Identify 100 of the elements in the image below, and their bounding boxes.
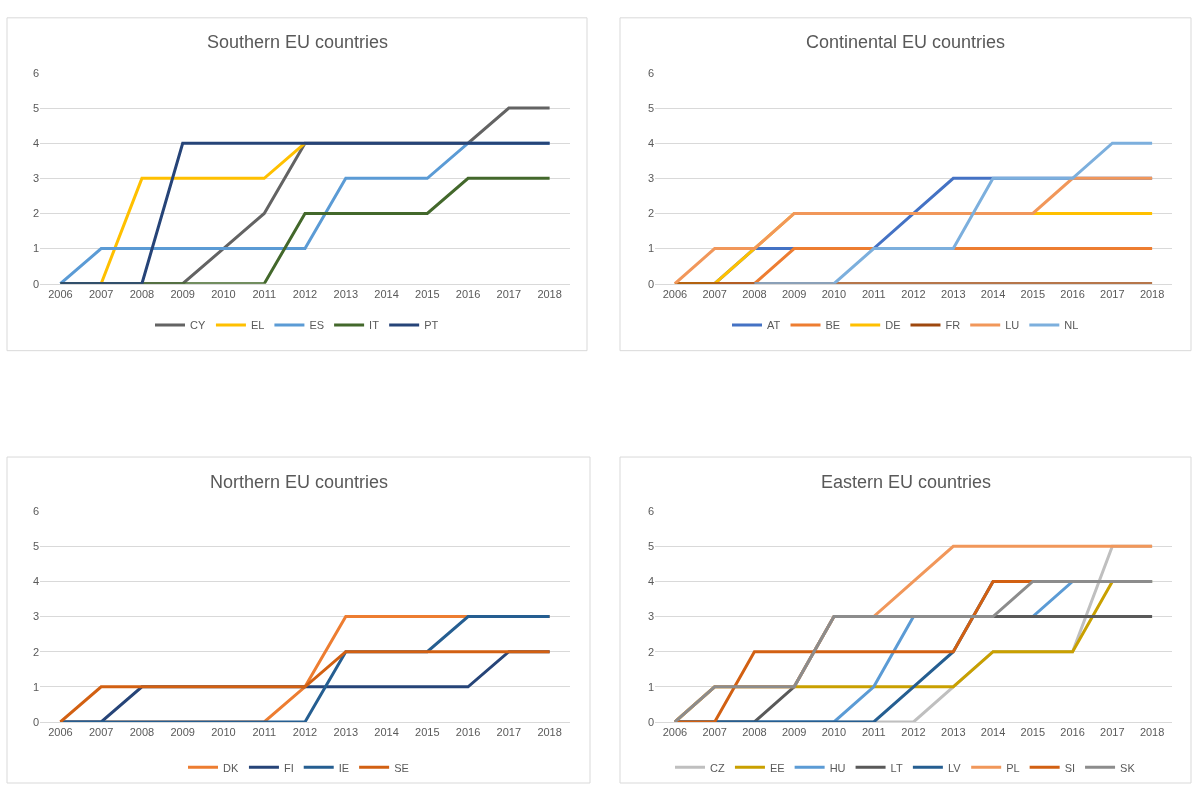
- chart-title: Northern EU countries: [210, 472, 389, 492]
- x-tick-label: 2007: [702, 287, 727, 300]
- legend-label: EE: [769, 761, 785, 774]
- x-tick-label: 2018: [537, 726, 562, 739]
- x-tick-label: 2011: [252, 287, 277, 300]
- legend-label: PL: [1006, 761, 1020, 774]
- x-tick-label: 2007: [88, 287, 114, 300]
- x-tick-label: 2013: [941, 726, 966, 739]
- legend-label: LU: [1005, 319, 1020, 332]
- x-tick-label: 2012: [292, 726, 318, 739]
- y-tick-label: 4: [32, 137, 39, 150]
- x-tick-label: 2006: [48, 287, 73, 300]
- legend-label: LT: [890, 761, 903, 774]
- x-tick-label: 2013: [333, 726, 359, 739]
- x-tick-label: 2009: [170, 726, 195, 739]
- x-tick-label: 2010: [211, 287, 236, 300]
- y-tick-label: 0: [32, 277, 39, 290]
- x-tick-label: 2008: [129, 726, 155, 739]
- x-tick-label: 2012: [292, 287, 318, 300]
- y-tick-label: 2: [32, 207, 39, 220]
- x-tick-label: 2009: [781, 726, 807, 739]
- y-tick-label: 2: [647, 207, 654, 220]
- legend-label: IT: [369, 319, 380, 332]
- y-tick-label: 5: [32, 101, 39, 114]
- y-tick-label: 3: [32, 172, 39, 185]
- y-tick-label: 2: [32, 645, 39, 658]
- y-tick-label: 6: [32, 505, 39, 518]
- x-tick-label: 2011: [861, 287, 886, 300]
- x-tick-label: 2017: [1100, 726, 1125, 739]
- x-tick-label: 2010: [821, 287, 847, 300]
- y-tick-label: 5: [647, 540, 654, 553]
- x-tick-label: 2012: [901, 726, 926, 739]
- x-tick-label: 2013: [333, 287, 359, 300]
- y-tick-label: 6: [647, 505, 654, 518]
- chart-title: Eastern EU countries: [821, 472, 992, 492]
- x-tick-label: 2015: [1020, 287, 1046, 300]
- x-tick-label: 2014: [980, 287, 1006, 300]
- y-tick-label: 1: [32, 680, 39, 693]
- y-tick-label: 0: [32, 715, 39, 728]
- y-tick-label: 0: [647, 277, 654, 290]
- x-tick-label: 2010: [821, 726, 847, 739]
- x-tick-label: 2015: [415, 726, 440, 739]
- legend-label: FI: [283, 761, 294, 774]
- x-tick-label: 2014: [374, 287, 399, 300]
- x-tick-label: 2015: [415, 287, 440, 300]
- x-tick-label: 2016: [1060, 726, 1085, 739]
- y-tick-label: 6: [647, 66, 654, 79]
- legend-label: LV: [947, 761, 962, 774]
- x-tick-label: 2008: [742, 726, 767, 739]
- y-tick-label: 1: [647, 680, 654, 693]
- y-tick-label: 5: [32, 540, 39, 553]
- y-tick-label: 1: [32, 242, 39, 255]
- x-tick-label: 2007: [702, 726, 727, 739]
- y-tick-label: 4: [647, 137, 654, 150]
- x-tick-label: 2016: [1060, 287, 1085, 300]
- x-tick-label: 2009: [781, 287, 807, 300]
- x-tick-label: 2017: [496, 287, 522, 300]
- x-tick-label: 2015: [1020, 726, 1046, 739]
- x-tick-label: 2017: [1100, 287, 1125, 300]
- legend-label: CY: [190, 319, 206, 332]
- y-tick-label: 5: [647, 101, 654, 114]
- y-tick-label: 4: [32, 575, 39, 588]
- x-tick-label: 2009: [170, 287, 195, 300]
- x-tick-label: 2016: [455, 726, 481, 739]
- y-tick-label: 2: [647, 645, 654, 658]
- x-tick-label: 2018: [1139, 287, 1165, 300]
- legend-label: PT: [424, 319, 439, 332]
- x-tick-label: 2018: [537, 287, 562, 300]
- legend-label: ES: [309, 319, 325, 332]
- x-tick-label: 2014: [374, 726, 399, 739]
- legend-label: HU: [829, 761, 846, 774]
- x-tick-label: 2016: [455, 287, 481, 300]
- y-tick-label: 3: [32, 610, 39, 623]
- legend-label: DK: [223, 761, 239, 774]
- legend-label: SK: [1120, 761, 1136, 774]
- legend-label: AT: [767, 319, 781, 332]
- y-tick-label: 0: [647, 715, 654, 728]
- x-tick-label: 2006: [48, 726, 73, 739]
- legend-label: EL: [250, 319, 265, 332]
- chart-title: Southern EU countries: [207, 32, 389, 52]
- legend-label: BE: [825, 319, 841, 332]
- y-tick-label: 3: [647, 610, 654, 623]
- x-tick-label: 2013: [941, 287, 966, 300]
- legend-label: FR: [945, 319, 961, 332]
- x-tick-label: 2017: [496, 726, 522, 739]
- chart-title: Continental EU countries: [806, 32, 1006, 52]
- x-tick-label: 2011: [861, 726, 886, 739]
- x-tick-label: 2007: [88, 726, 114, 739]
- legend-label: DE: [885, 319, 901, 332]
- legend-label: CZ: [710, 761, 725, 774]
- y-tick-label: 4: [647, 575, 654, 588]
- x-tick-label: 2011: [252, 726, 277, 739]
- y-tick-label: 6: [32, 66, 39, 79]
- y-tick-label: 3: [647, 172, 654, 185]
- x-tick-label: 2008: [129, 287, 155, 300]
- y-tick-label: 1: [647, 242, 654, 255]
- legend-label: SI: [1064, 761, 1076, 774]
- x-tick-label: 2014: [980, 726, 1006, 739]
- x-tick-label: 2006: [662, 726, 688, 739]
- x-tick-label: 2006: [662, 287, 688, 300]
